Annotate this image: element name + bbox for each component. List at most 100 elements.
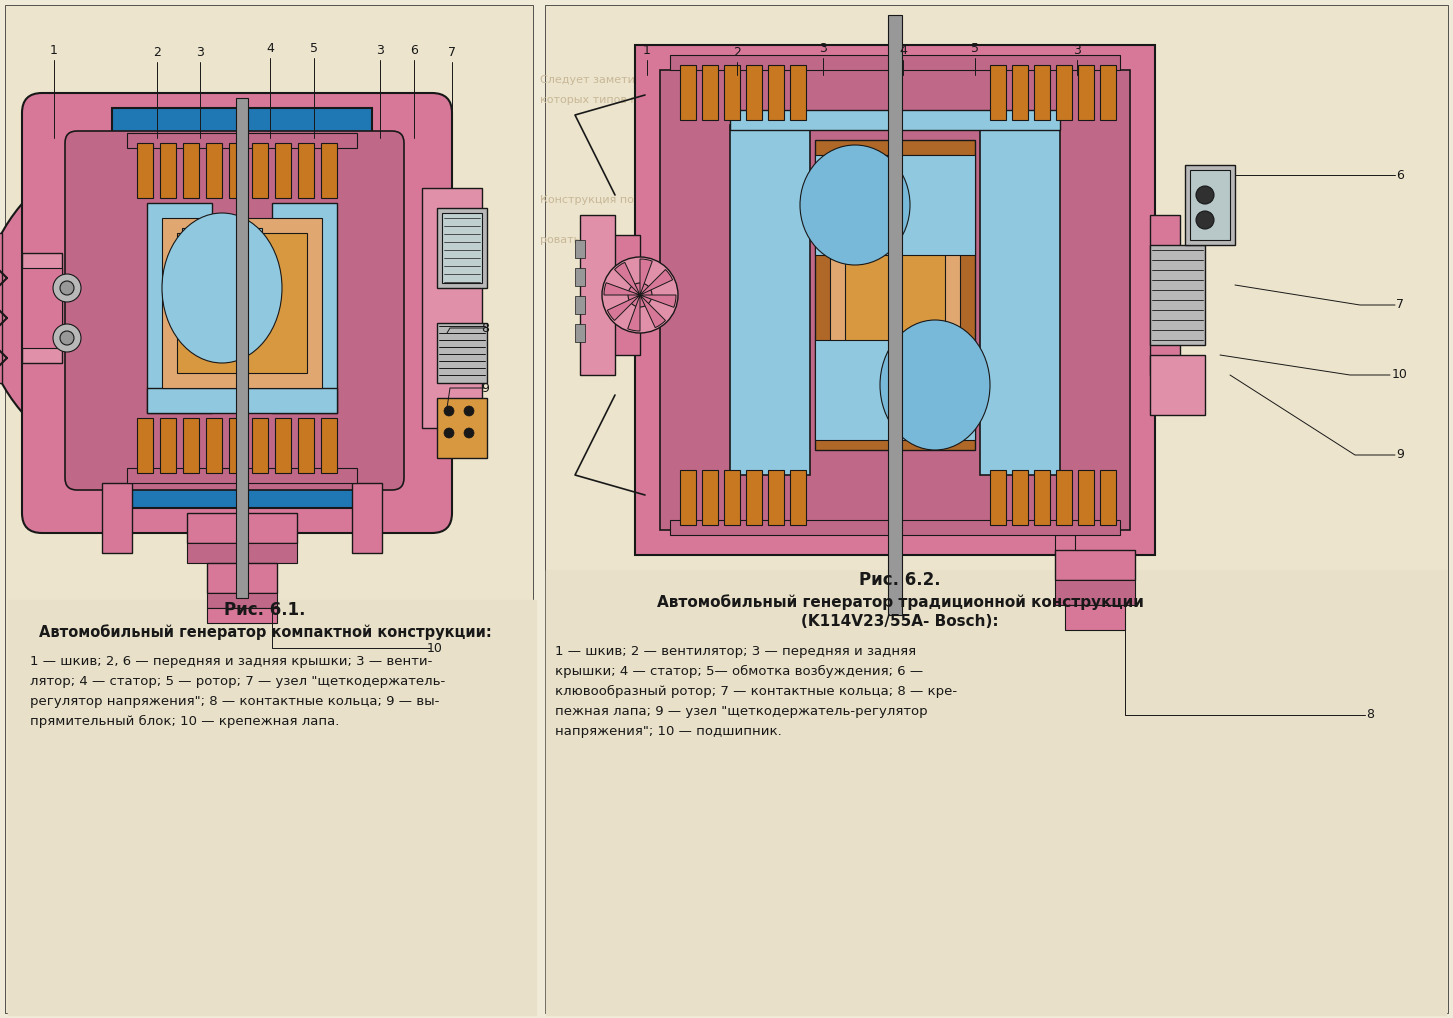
Bar: [147, 388, 337, 413]
Bar: [724, 65, 740, 120]
Bar: [790, 65, 806, 120]
Text: клювообразный ротор; 7 — контактные кольца; 8 — кре-: клювообразный ротор; 7 — контактные коль…: [555, 685, 958, 698]
Bar: [790, 470, 806, 525]
Wedge shape: [607, 295, 639, 321]
Wedge shape: [639, 295, 676, 307]
Bar: [1100, 65, 1116, 120]
Ellipse shape: [161, 213, 282, 363]
Ellipse shape: [0, 123, 442, 493]
Bar: [989, 65, 1005, 120]
Text: Конструкция полупроводниковых: Конструкция полупроводниковых: [541, 195, 740, 205]
Circle shape: [628, 283, 652, 307]
Bar: [112, 108, 372, 508]
Bar: [1065, 605, 1125, 630]
Text: 10: 10: [1392, 369, 1408, 382]
Bar: [575, 268, 586, 286]
Text: прямительный блок; 10 — крепежная лапа.: прямительный блок; 10 — крепежная лапа.: [31, 715, 340, 728]
Bar: [575, 296, 586, 314]
Bar: [177, 233, 307, 373]
Bar: [421, 188, 482, 428]
Bar: [1011, 470, 1029, 525]
Text: ровать различные схемы выпрямителя: ровать различные схемы выпрямителя: [541, 235, 770, 245]
Bar: [187, 543, 296, 563]
Bar: [160, 143, 176, 197]
Circle shape: [60, 331, 74, 345]
Bar: [147, 203, 212, 413]
Bar: [275, 418, 291, 473]
Bar: [660, 70, 1130, 530]
Text: крышки; 4 — статор; 5— обмотка возбуждения; 6 —: крышки; 4 — статор; 5— обмотка возбужден…: [555, 665, 923, 678]
Text: 3: 3: [819, 42, 827, 55]
Text: 4: 4: [266, 42, 275, 55]
Wedge shape: [628, 295, 639, 331]
Bar: [275, 143, 291, 197]
Bar: [112, 108, 372, 508]
Circle shape: [464, 406, 474, 416]
Bar: [1055, 550, 1135, 580]
Wedge shape: [639, 295, 665, 328]
Bar: [1149, 245, 1205, 345]
Bar: [815, 340, 975, 440]
Bar: [206, 563, 278, 593]
Text: 2: 2: [734, 46, 741, 58]
Bar: [745, 65, 761, 120]
Bar: [1035, 65, 1051, 120]
Bar: [22, 253, 62, 363]
Bar: [161, 218, 323, 388]
Text: 5: 5: [309, 42, 318, 55]
Circle shape: [445, 428, 453, 438]
Bar: [126, 133, 357, 148]
Text: 8: 8: [1366, 709, 1375, 722]
Bar: [702, 65, 718, 120]
Text: 7: 7: [1396, 298, 1404, 312]
Bar: [183, 418, 199, 473]
Ellipse shape: [801, 145, 910, 265]
Bar: [206, 593, 278, 608]
Text: 1 — шкив; 2 — вентилятор; 3 — передняя и задняя: 1 — шкив; 2 — вентилятор; 3 — передняя и…: [555, 645, 917, 658]
Text: (K114V23/55A- Bosch):: (K114V23/55A- Bosch):: [801, 615, 998, 629]
Text: Автомобильный генератор традиционной конструкции: Автомобильный генератор традиционной кон…: [657, 595, 1144, 610]
Bar: [321, 143, 337, 197]
Bar: [610, 235, 639, 355]
Bar: [546, 570, 1446, 1015]
Text: напряжения"; 10 — подшипник.: напряжения"; 10 — подшипник.: [555, 725, 782, 738]
Bar: [724, 470, 740, 525]
Bar: [680, 470, 696, 525]
Bar: [888, 15, 902, 615]
Bar: [230, 143, 246, 197]
Text: пежная лапа; 9 — узел "щеткодержатель-регулятор: пежная лапа; 9 — узел "щеткодержатель-ре…: [555, 705, 927, 718]
Text: Конструкт: Конструкт: [80, 295, 141, 305]
Bar: [1186, 165, 1235, 245]
Bar: [1078, 470, 1094, 525]
Bar: [206, 418, 222, 473]
Bar: [437, 208, 487, 288]
Bar: [298, 418, 314, 473]
Bar: [137, 143, 153, 197]
Text: регулятор напряжения"; 8 — контактные кольца; 9 — вы-: регулятор напряжения"; 8 — контактные ко…: [31, 695, 439, 708]
Bar: [1149, 215, 1180, 375]
Text: 3: 3: [376, 44, 384, 57]
Bar: [745, 470, 761, 525]
Bar: [769, 65, 785, 120]
Text: лятор; 4 — статор; 5 — ротор; 7 — узел "щеткодержатель-: лятор; 4 — статор; 5 — ротор; 7 — узел "…: [31, 675, 445, 688]
Bar: [670, 520, 1120, 535]
Bar: [1055, 535, 1075, 555]
Bar: [137, 418, 153, 473]
Text: 1 — шкив; 2, 6 — передняя и задняя крышки; 3 — венти-: 1 — шкив; 2, 6 — передняя и задняя крышк…: [31, 655, 433, 668]
Bar: [1035, 470, 1051, 525]
Text: Автомобильный генератор компактной конструкции:: Автомобильный генератор компактной конст…: [39, 624, 491, 640]
Bar: [437, 323, 487, 383]
Circle shape: [1196, 211, 1215, 229]
Wedge shape: [639, 259, 652, 295]
Text: 1: 1: [49, 44, 58, 57]
Bar: [1078, 65, 1094, 120]
Bar: [187, 513, 296, 543]
Wedge shape: [604, 283, 639, 295]
Bar: [206, 143, 222, 197]
Bar: [442, 213, 482, 283]
Bar: [4, 5, 533, 1013]
Text: 10: 10: [427, 641, 443, 655]
Bar: [635, 45, 1155, 555]
Text: 6: 6: [1396, 169, 1404, 181]
Bar: [545, 5, 1449, 1013]
